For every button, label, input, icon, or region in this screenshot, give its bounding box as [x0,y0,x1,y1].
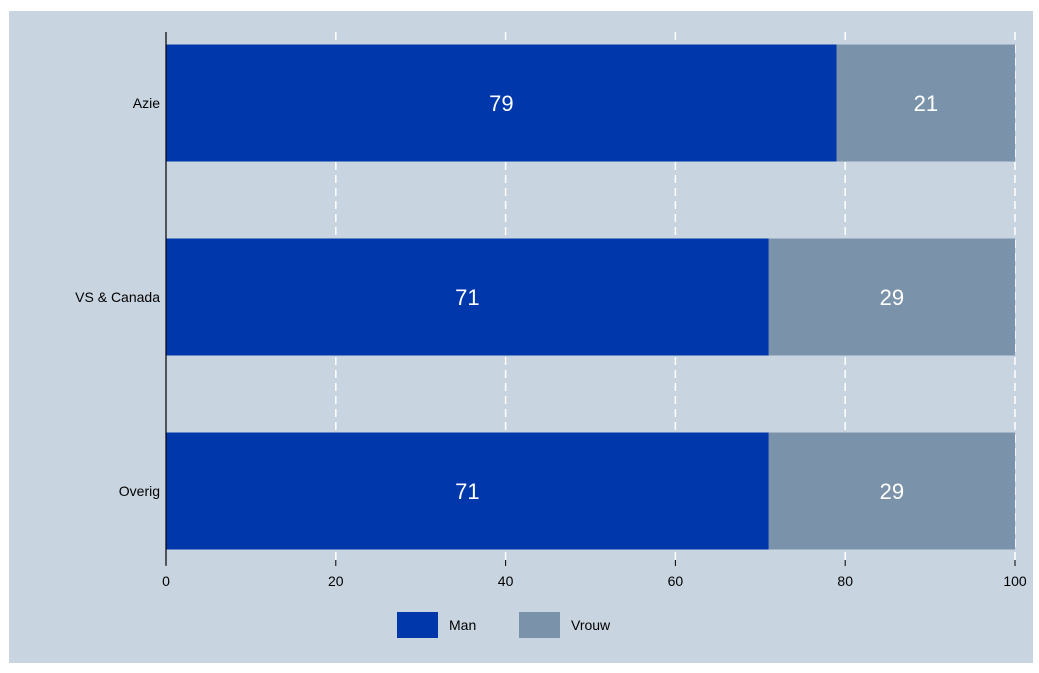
x-tick-label: 40 [498,573,514,589]
legend-swatch-vrouw [519,612,560,638]
data-label: 71 [455,479,479,504]
category-label: Overig [119,483,160,499]
x-tick-label: 0 [162,573,170,589]
x-tick-label: 100 [1003,573,1027,589]
bar-man-2 [166,432,769,550]
data-label: 71 [455,285,479,310]
category-label: VS & Canada [75,289,160,305]
x-tick-label: 60 [668,573,684,589]
legend: Man Vrouw [397,612,611,638]
legend-swatch-man [397,612,438,638]
bar-vrouw-0 [836,44,1015,162]
bar-vrouw-2 [768,432,1015,550]
axis-layer: Azie VS & Canada Overig 0 20 40 60 80 100 [75,32,1027,589]
x-tick-label: 20 [328,573,344,589]
data-label: 29 [880,285,904,310]
legend-label-man: Man [449,617,476,633]
x-tick-label: 80 [837,573,853,589]
category-label: Azie [133,95,160,111]
data-label: 79 [489,91,513,116]
legend-label-vrouw: Vrouw [571,617,611,633]
bar-vrouw-1 [768,238,1015,356]
data-label: 29 [880,479,904,504]
bar-layer: 79 21 71 29 71 29 [166,44,1015,550]
data-label: 21 [914,91,938,116]
bar-man-0 [166,44,837,162]
bar-man-1 [166,238,769,356]
